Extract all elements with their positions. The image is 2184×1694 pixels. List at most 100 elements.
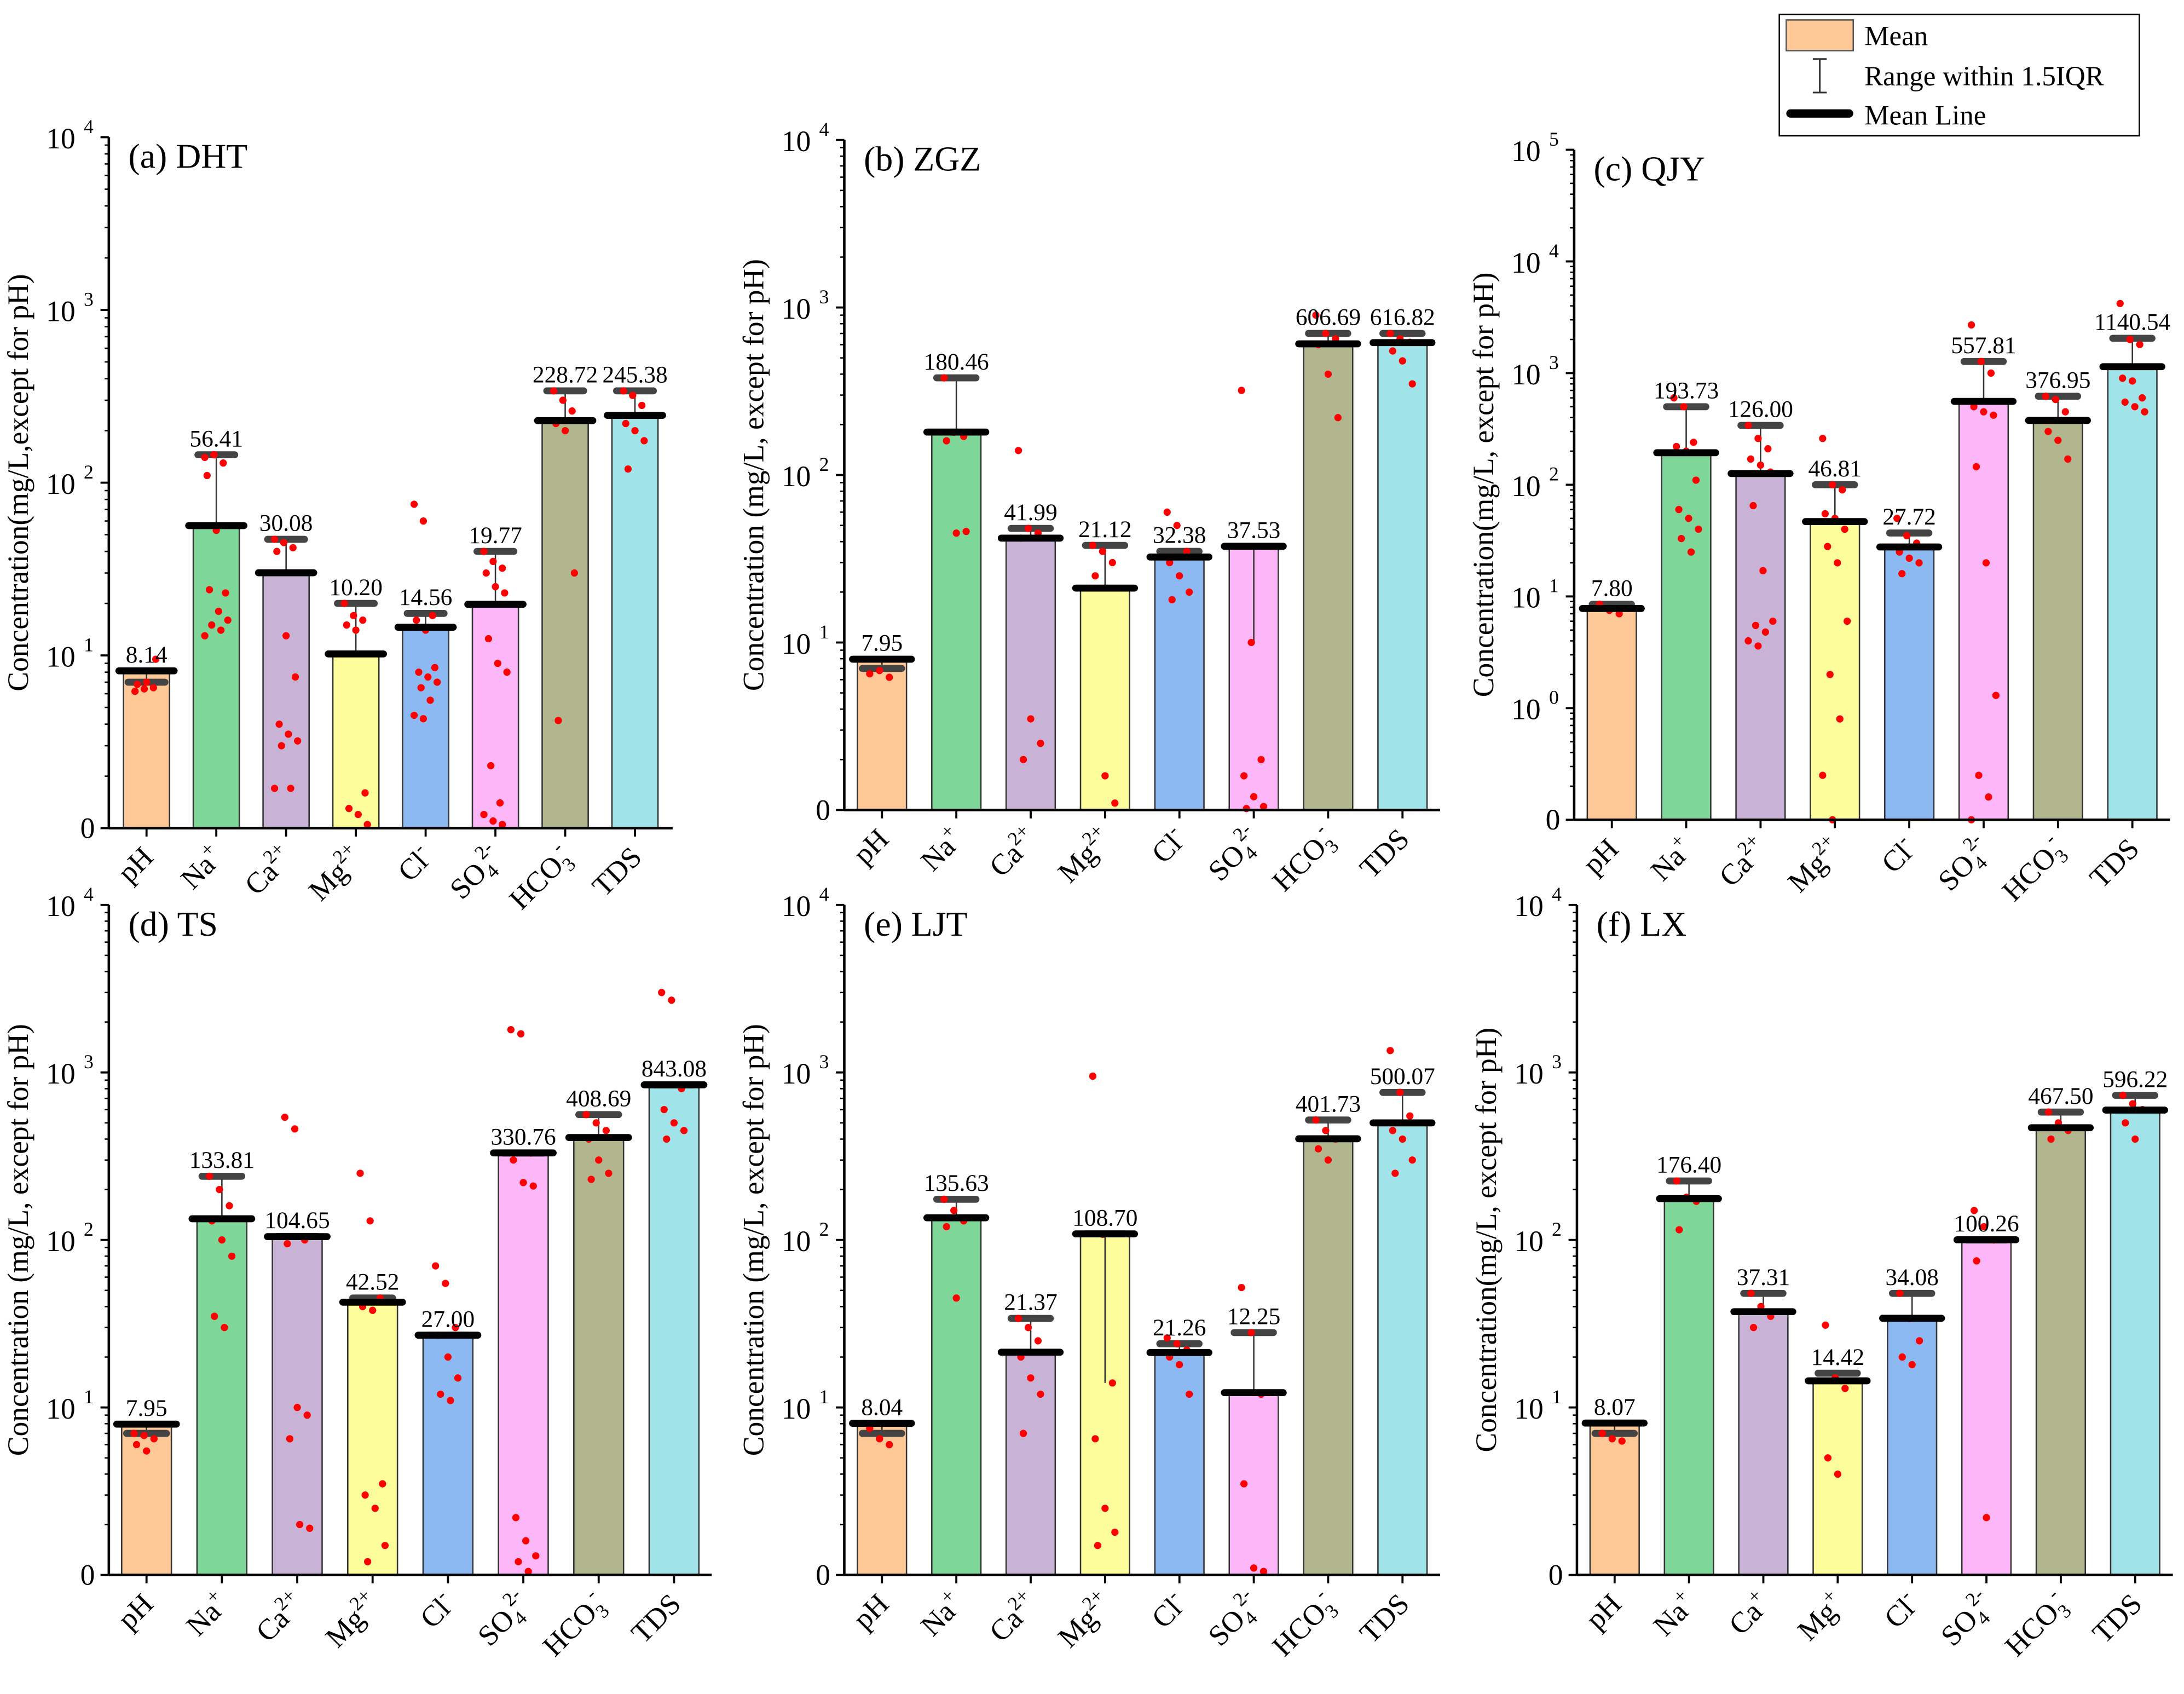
data-point (1101, 1505, 1109, 1512)
x-tick-label: Mg2+ (316, 1584, 386, 1654)
data-point (1896, 1289, 1904, 1297)
data-point (275, 721, 283, 728)
category-base: pH (846, 822, 895, 871)
data-point (215, 607, 223, 615)
x-tick-label: Mg2+ (1778, 829, 1848, 899)
data-point (1406, 1112, 1414, 1120)
data-point (1240, 772, 1248, 780)
y-tick-exponent: 2 (819, 1218, 829, 1240)
bar (573, 1137, 625, 1576)
data-point (270, 785, 279, 792)
y-tick-exponent: 1 (819, 1386, 829, 1408)
data-point (1819, 771, 1827, 779)
legend: Mean Range within 1.5IQR Mean Line (1778, 13, 2140, 137)
data-point (1744, 637, 1752, 645)
data-point (2052, 396, 2059, 404)
category-base: TDS (1353, 822, 1415, 885)
data-point (1754, 435, 1762, 442)
mean-value-label: 8.04 (861, 1394, 903, 1420)
data-point (1819, 435, 1827, 442)
mean-value-label: 616.82 (1370, 304, 1435, 331)
data-point (484, 635, 493, 643)
panel-0: 8.14 pH 56.41 Na+ 30.08 Ca2+ 10.20 Mg2+ 14.56 Cl-… (2, 116, 673, 916)
data-point (1757, 461, 1765, 469)
bar (1377, 1122, 1428, 1576)
data-point (361, 789, 369, 797)
data-point (143, 1447, 151, 1455)
data-point (1024, 1324, 1032, 1332)
y-tick-label: 10 (1511, 470, 1541, 503)
data-point (1893, 515, 1901, 522)
data-point (206, 1172, 213, 1180)
data-point (289, 544, 297, 552)
data-point (2044, 1108, 2053, 1116)
y-tick-label: 10 (46, 122, 76, 155)
data-point (1389, 1127, 1396, 1134)
data-point (640, 437, 648, 445)
data-point (489, 817, 497, 825)
data-point (1176, 1361, 1183, 1369)
y-tick-exponent: 4 (1549, 240, 1559, 262)
data-point (1687, 548, 1695, 556)
data-point (2129, 1100, 2136, 1108)
data-point (1173, 522, 1181, 529)
mean-value-label: 56.41 (189, 425, 243, 452)
data-point (1898, 570, 1906, 578)
y-tick-label: 0 (80, 811, 95, 844)
bar (1663, 1198, 1714, 1576)
data-point (224, 616, 232, 624)
y-tick-exponent: 1 (84, 1386, 94, 1408)
data-point (1675, 506, 1683, 514)
data-point (1769, 617, 1777, 625)
data-point (1091, 1435, 1099, 1443)
legend-mean-line-label: Mean Line (1864, 101, 1986, 131)
data-point (480, 810, 488, 819)
category-base: Cl (414, 1592, 457, 1634)
y-tick-label: 10 (1514, 1392, 1544, 1425)
x-tick-label: pH (111, 1587, 160, 1636)
x-tick-label: Mg2+ (1049, 820, 1118, 889)
data-point (345, 805, 353, 813)
x-tick-label: SO42- (1931, 1583, 2003, 1656)
data-point (2061, 408, 2069, 416)
data-point (410, 500, 418, 508)
data-point (1973, 1257, 1980, 1265)
data-point (1903, 532, 1911, 540)
bar (2107, 366, 2158, 821)
data-point (1386, 330, 1394, 337)
bar (196, 1218, 248, 1576)
mean-value-label: 8.14 (126, 642, 167, 668)
category-base: Cl (1877, 1592, 1920, 1634)
data-point (1695, 525, 1702, 533)
data-point (1089, 541, 1097, 549)
category-base: pH (1576, 832, 1625, 880)
data-point (293, 1404, 301, 1411)
data-point (201, 453, 209, 462)
data-point (1980, 408, 1987, 416)
y-tick-exponent: 2 (84, 1218, 94, 1240)
data-point (2136, 341, 2143, 349)
data-point (1672, 442, 1680, 451)
bar (123, 670, 171, 829)
mean-value-label: 467.50 (2028, 1083, 2093, 1109)
data-point (1836, 715, 1844, 723)
bar (857, 1422, 908, 1576)
data-point (1037, 740, 1044, 747)
data-point (1680, 403, 1688, 411)
data-point (1108, 1379, 1116, 1387)
bar (422, 1334, 474, 1576)
data-point (1014, 1315, 1022, 1322)
data-point (284, 1240, 291, 1248)
x-tick-label: pH (1576, 832, 1625, 880)
data-point (291, 1125, 299, 1133)
x-tick-label: TDS (1353, 822, 1415, 885)
data-point (152, 655, 160, 663)
data-point (1027, 715, 1035, 723)
data-point (1322, 1127, 1330, 1134)
data-point (492, 583, 499, 591)
data-point (622, 419, 629, 428)
data-point (1764, 445, 1772, 453)
y-tick-exponent: 4 (84, 883, 94, 905)
mean-value-label: 180.46 (924, 349, 989, 375)
data-point (359, 616, 367, 624)
